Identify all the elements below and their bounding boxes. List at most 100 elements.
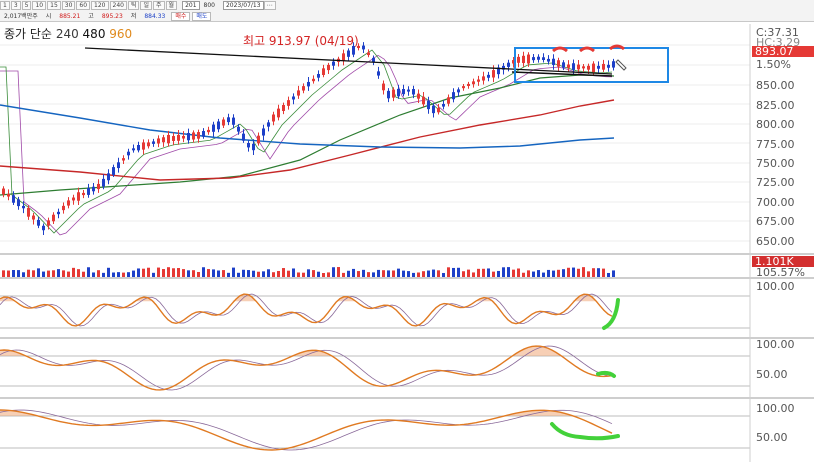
candle-body (257, 135, 260, 144)
volume-bar (327, 272, 330, 277)
volume-bar (142, 268, 145, 277)
green-highlight-mark (550, 422, 620, 441)
period-button-1[interactable]: 1 (0, 0, 10, 10)
candle-body (542, 57, 545, 61)
volume-bar (112, 272, 115, 277)
sell-tag[interactable]: 매도 (192, 11, 212, 21)
buy-tag[interactable]: 매수 (171, 11, 191, 21)
period-button-5[interactable]: 5 (21, 0, 32, 10)
legend-ma-480: 480 (82, 27, 106, 41)
date-input[interactable]: 2023/07/13 (222, 0, 264, 10)
candle-body (377, 71, 380, 76)
high-label: 고 (88, 12, 94, 20)
volume-bar (482, 268, 485, 277)
volume-tag: 1.101K (752, 256, 814, 267)
candle-body (17, 199, 20, 207)
volume-bar (392, 270, 395, 277)
candle-body (317, 73, 320, 78)
volume-bars (2, 267, 615, 277)
open-value: 885.21 (59, 12, 81, 20)
volume-bar (47, 270, 50, 277)
volume-bar (287, 270, 290, 277)
candle-body (102, 178, 105, 187)
candle-body (307, 81, 310, 87)
ma-line-red (0, 99, 615, 181)
volume-bar (187, 270, 190, 277)
period-button-120[interactable]: 120 (91, 0, 109, 10)
candle-body (127, 151, 130, 156)
volume-bar (72, 267, 75, 277)
candle-body (477, 79, 480, 82)
volume-bar (2, 270, 5, 277)
period-button-day[interactable]: 일 (140, 0, 153, 10)
candle-body (182, 135, 185, 139)
volume-bar (252, 270, 255, 277)
period-button-30[interactable]: 30 (61, 0, 76, 10)
candle-body (147, 142, 150, 147)
volume-bar (212, 269, 215, 277)
candle-body (217, 121, 220, 130)
candle-body (122, 158, 125, 161)
candle-body (577, 64, 580, 70)
volume-bar (382, 270, 385, 277)
volume-bar (32, 270, 35, 277)
volume-bar (167, 267, 170, 277)
volume-bar (312, 270, 315, 277)
volume-bar (17, 270, 20, 277)
candlestick-series (2, 42, 615, 236)
volume-bar (62, 270, 65, 277)
candle-body (197, 132, 200, 139)
volume-bar (147, 267, 150, 277)
volume-bar (197, 271, 200, 277)
volume-bar (587, 271, 590, 277)
candle-body (132, 148, 135, 151)
current-price-tag: 893.07 (752, 46, 814, 57)
volume-bar (347, 270, 350, 277)
volume-bar (452, 267, 455, 277)
volume-bar (487, 268, 490, 277)
candle-body (262, 128, 265, 136)
period-button-60[interactable]: 60 (76, 0, 91, 10)
period-button-tick[interactable]: 틱 (127, 0, 140, 10)
chart-grid (0, 24, 814, 462)
candle-body (347, 50, 350, 57)
period-button-10[interactable]: 10 (32, 0, 47, 10)
candle-body (237, 126, 240, 132)
volume-bar (402, 270, 405, 277)
volume-bar (307, 269, 310, 277)
volume-bar (182, 269, 185, 277)
period-button-week[interactable]: 주 (153, 0, 165, 10)
period-button-240[interactable]: 240 (109, 0, 127, 10)
price-tick-700: 700.00 (756, 196, 795, 209)
volume-bar (597, 268, 600, 277)
chart-toolbar: 1 3 5 10 15 30 60 120 240 틱 일 주 월 201 80… (0, 0, 814, 22)
period-button-15[interactable]: 15 (47, 0, 61, 10)
ma-line-fast (0, 49, 613, 234)
osc3-tick-50: 50.00 (756, 431, 788, 444)
candle-body (537, 56, 540, 60)
volume-bar (477, 268, 480, 277)
high-price-annotation: 최고 913.97 (04/19) (243, 34, 359, 48)
count-input[interactable]: 201 (182, 0, 200, 10)
volume-bar (27, 269, 30, 277)
ma-line-blue (0, 104, 615, 149)
legend-prefix: 종가 단순 (4, 27, 52, 41)
volume-bar (412, 272, 415, 277)
candle-body (392, 89, 395, 98)
volume-bar (192, 270, 195, 277)
candle-body (12, 195, 15, 203)
candle-body (117, 162, 120, 169)
volume-bar (512, 269, 515, 277)
period-button-month[interactable]: 월 (165, 0, 178, 10)
volume-bar (372, 272, 375, 277)
candle-body (212, 124, 215, 132)
candle-body (292, 96, 295, 100)
candle-body (207, 129, 210, 133)
volume-bar (297, 272, 300, 277)
volume-bar (272, 272, 275, 277)
candle-body (172, 136, 175, 141)
candle-body (372, 57, 375, 63)
more-options-button[interactable]: ⋯ (263, 0, 276, 10)
period-button-3[interactable]: 3 (10, 0, 21, 10)
